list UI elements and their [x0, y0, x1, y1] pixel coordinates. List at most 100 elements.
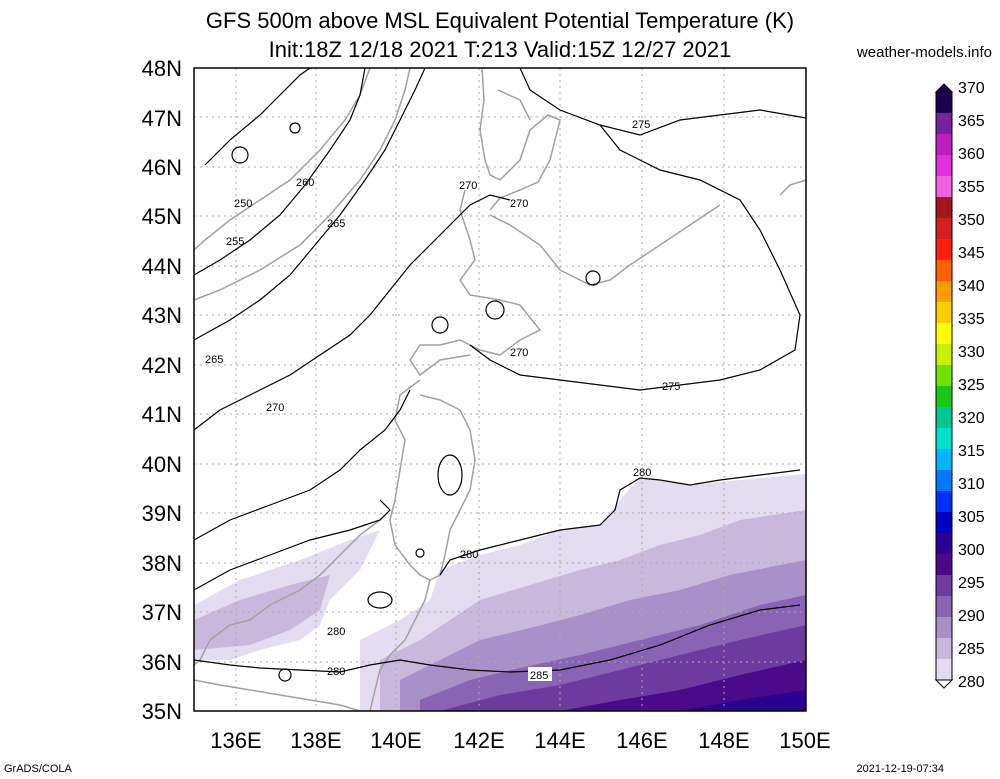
colorbar-swatch: [936, 218, 952, 240]
colorbar-swatch: [936, 512, 952, 534]
colorbar-swatch: [936, 113, 952, 135]
colorbar-label: 370: [958, 80, 985, 97]
lat-tick-label: 41N: [142, 402, 182, 427]
plot-frame: [193, 67, 807, 712]
contour-label: 280: [460, 549, 478, 561]
colorbar-swatch: [936, 491, 952, 513]
colorbar-label: 285: [958, 641, 985, 658]
lat-tick-label: 35N: [142, 699, 182, 724]
contour-label: 270: [459, 180, 477, 192]
colorbar-swatch: [936, 365, 952, 387]
colorbar-label: 295: [958, 575, 985, 592]
contour-label: 265: [327, 218, 345, 230]
footer-timestamp: 2021-12-19-07:34: [856, 763, 944, 775]
lon-tick-label: 140E: [370, 728, 421, 753]
colorbar-label: 335: [958, 311, 985, 328]
colorbar-label: 360: [958, 146, 985, 163]
lon-axis: 136E 138E 140E 142E 144E 146E 148E 150E: [210, 728, 830, 753]
contour-label: 270: [510, 198, 528, 210]
lat-tick-label: 43N: [142, 303, 182, 328]
colorbar-swatch: [936, 470, 952, 492]
lat-tick-label: 48N: [142, 56, 182, 81]
colorbar-label: 355: [958, 179, 985, 196]
colorbar-swatch: [936, 344, 952, 366]
colorbar-swatch: [936, 575, 952, 597]
lat-tick-label: 37N: [142, 600, 182, 625]
grid: [194, 68, 806, 711]
colorbar-swatch: [936, 386, 952, 408]
lat-tick-label: 45N: [142, 204, 182, 229]
colorbar: 370 365 360 355 350 345 340 335 330 325 …: [934, 80, 985, 691]
colorbar-border: [935, 91, 953, 681]
colorbar-swatch: [936, 554, 952, 576]
lat-tick-label: 38N: [142, 551, 182, 576]
colorbar-label: 330: [958, 344, 985, 361]
contour-label: 275: [632, 119, 650, 131]
colorbar-swatch: [936, 638, 952, 660]
lon-tick-label: 142E: [453, 728, 504, 753]
colorbar-swatch: [936, 302, 952, 324]
map-plot-area: 275 270 270 260 250 265 255 265 270 270 …: [193, 67, 807, 712]
colorbar-swatch: [936, 239, 952, 261]
colorbar-swatch: [936, 617, 952, 639]
lon-tick-label: 148E: [698, 728, 749, 753]
colorbar-label: 325: [958, 377, 985, 394]
colorbar-swatch: [936, 260, 952, 282]
contour-label: 265: [205, 354, 223, 366]
site-watermark: weather-models.info: [856, 44, 992, 61]
lat-tick-label: 39N: [142, 501, 182, 526]
colorbar-swatches: [934, 83, 954, 689]
footer-software: GrADS/COLA: [4, 763, 72, 775]
colorbar-label: 310: [958, 476, 985, 493]
colorbar-top-arrow: [934, 83, 954, 93]
contour-label-group: 275 270 270 260 250 265 255 265 270 270 …: [205, 119, 680, 682]
colorbar-swatch: [936, 197, 952, 219]
contour-label: 280: [633, 467, 651, 479]
contour-label: 275: [662, 381, 680, 393]
contour-label: 250: [234, 198, 252, 210]
lat-tick-label: 47N: [142, 106, 182, 131]
colorbar-swatch: [936, 533, 952, 555]
lat-tick-label: 40N: [142, 452, 182, 477]
contour-label: 285: [530, 670, 548, 682]
contour-label: 280: [327, 666, 345, 678]
lat-tick-label: 42N: [142, 353, 182, 378]
colorbar-label: 280: [958, 674, 985, 691]
colorbar-label: 305: [958, 509, 985, 526]
colorbar-label: 345: [958, 245, 985, 262]
lat-axis: 48N 47N 46N 45N 44N 43N 42N 41N 40N 39N …: [142, 56, 182, 724]
chart-title: GFS 500m above MSL Equivalent Potential …: [205, 8, 795, 33]
lat-tick-label: 36N: [142, 650, 182, 675]
colorbar-swatch: [936, 659, 952, 681]
colorbar-label: 315: [958, 443, 985, 460]
colorbar-label: 300: [958, 542, 985, 559]
colorbar-bottom-arrow: [934, 679, 954, 689]
colorbar-swatch: [936, 134, 952, 156]
colorbar-label: 290: [958, 608, 985, 625]
colorbar-swatch: [936, 449, 952, 471]
colorbar-swatch: [936, 596, 952, 618]
lon-tick-label: 144E: [534, 728, 585, 753]
colorbar-swatch: [936, 155, 952, 177]
chart-subtitle: Init:18Z 12/18 2021 T:213 Valid:15Z 12/2…: [268, 37, 732, 62]
lon-tick-label: 150E: [779, 728, 830, 753]
colorbar-swatch: [936, 176, 952, 198]
colorbar-swatch: [936, 281, 952, 303]
colorbar-swatch: [936, 92, 952, 114]
lon-tick-label: 138E: [290, 728, 341, 753]
colorbar-label: 340: [958, 278, 985, 295]
lon-tick-label: 146E: [616, 728, 667, 753]
lat-tick-label: 46N: [142, 155, 182, 180]
colorbar-swatch: [936, 407, 952, 429]
contour-label: 270: [510, 347, 528, 359]
contour-label: 260: [296, 177, 314, 189]
colorbar-swatch: [936, 428, 952, 450]
colorbar-label: 320: [958, 410, 985, 427]
contour-label: 280: [327, 626, 345, 638]
lon-tick-label: 136E: [210, 728, 261, 753]
colorbar-label: 365: [958, 113, 985, 130]
colorbar-swatch: [936, 323, 952, 345]
lat-tick-label: 44N: [142, 254, 182, 279]
contour-label: 255: [226, 236, 244, 248]
